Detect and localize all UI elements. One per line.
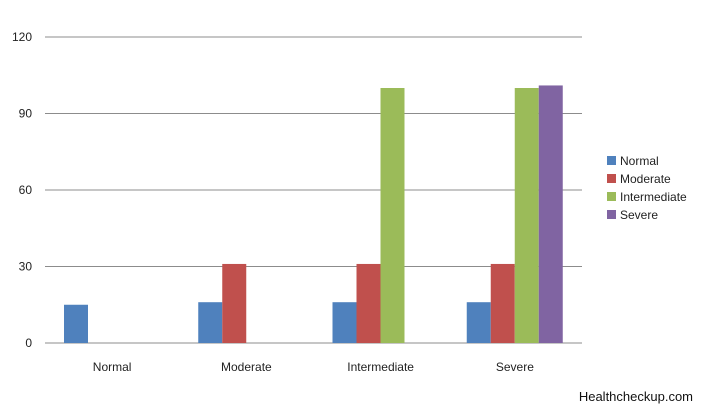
legend-swatch xyxy=(607,210,616,219)
legend-label: Moderate xyxy=(620,172,671,186)
legend: Normal Moderate Intermediate Severe xyxy=(607,154,687,222)
legend-swatch xyxy=(607,192,616,201)
x-tick-label: Intermediate xyxy=(347,360,414,374)
x-tick-label: Normal xyxy=(93,360,132,374)
y-tick-label: 60 xyxy=(19,183,33,197)
x-tick-label: Severe xyxy=(496,360,534,374)
y-axis-ticks: 0 30 60 90 120 xyxy=(12,30,32,350)
bar-moderate-severe xyxy=(490,263,515,343)
x-axis-ticks: Normal Moderate Intermediate Severe xyxy=(93,360,534,374)
legend-swatch xyxy=(607,174,616,183)
legend-label: Severe xyxy=(620,208,658,222)
y-tick-label: 120 xyxy=(12,30,32,44)
bar-normal-normal xyxy=(64,304,88,343)
legend-label: Intermediate xyxy=(620,190,687,204)
x-tick-label: Moderate xyxy=(221,360,272,374)
legend-swatch xyxy=(607,156,616,165)
bars xyxy=(64,85,563,343)
bar-severe-severe xyxy=(538,85,563,343)
y-tick-label: 30 xyxy=(19,260,33,274)
bar-normal-moderate xyxy=(198,302,223,343)
y-tick-label: 90 xyxy=(19,107,33,121)
legend-label: Normal xyxy=(620,154,659,168)
y-tick-label: 0 xyxy=(25,336,32,350)
bar-moderate-intermediate xyxy=(356,263,381,343)
watermark: Healthcheckup.com xyxy=(578,389,693,404)
bar-normal-severe xyxy=(466,302,491,343)
bar-intermediate-intermediate xyxy=(380,88,405,343)
bar-moderate-moderate xyxy=(222,263,247,343)
bar-intermediate-severe xyxy=(514,88,539,343)
bar-normal-intermediate xyxy=(332,302,357,343)
